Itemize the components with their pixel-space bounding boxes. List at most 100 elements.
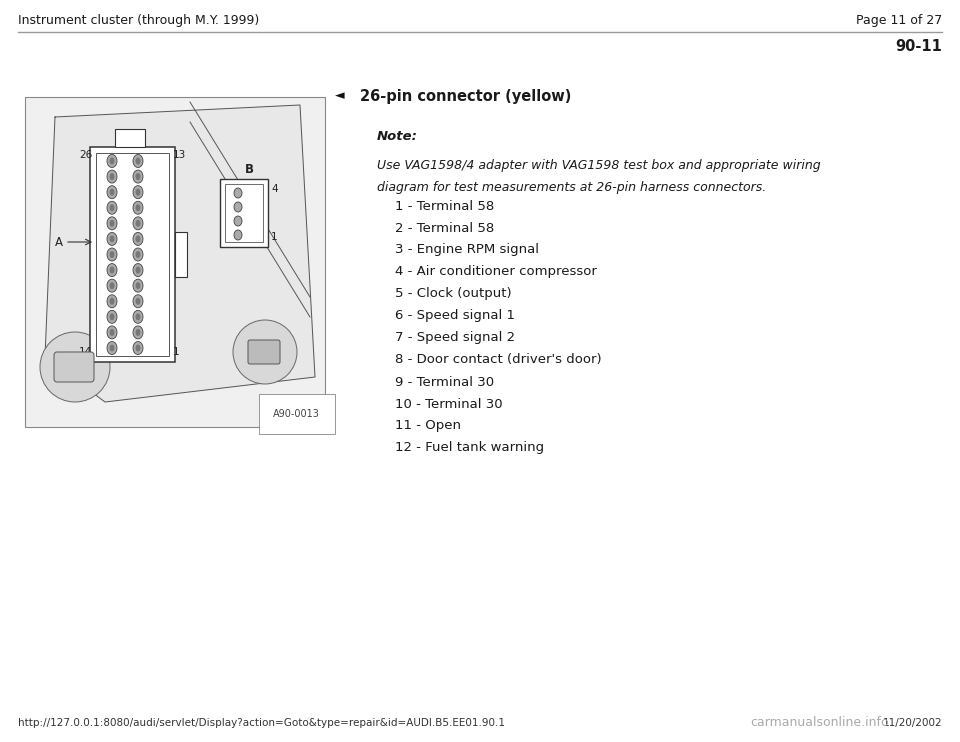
- Ellipse shape: [133, 279, 143, 292]
- Bar: [175, 232, 187, 277]
- Ellipse shape: [107, 279, 117, 292]
- Ellipse shape: [109, 157, 114, 165]
- Text: 11/20/2002: 11/20/2002: [882, 718, 942, 728]
- Ellipse shape: [107, 341, 117, 355]
- Ellipse shape: [133, 341, 143, 355]
- Ellipse shape: [133, 170, 143, 183]
- Text: 2 - Terminal 58: 2 - Terminal 58: [395, 222, 494, 234]
- Text: 5 - Clock (output): 5 - Clock (output): [395, 287, 512, 301]
- Ellipse shape: [109, 188, 114, 196]
- Text: 7 - Speed signal 2: 7 - Speed signal 2: [395, 332, 516, 344]
- Text: 13: 13: [173, 150, 186, 160]
- Ellipse shape: [133, 263, 143, 277]
- Ellipse shape: [135, 251, 140, 258]
- Ellipse shape: [133, 154, 143, 168]
- FancyBboxPatch shape: [54, 352, 94, 382]
- Ellipse shape: [133, 310, 143, 324]
- Text: carmanualsonline.info: carmanualsonline.info: [750, 716, 889, 729]
- Ellipse shape: [135, 313, 140, 321]
- Ellipse shape: [109, 235, 114, 243]
- Ellipse shape: [234, 202, 242, 212]
- Bar: [96, 153, 169, 356]
- Ellipse shape: [109, 344, 114, 352]
- Ellipse shape: [107, 170, 117, 183]
- Text: 4 - Air conditioner compressor: 4 - Air conditioner compressor: [395, 266, 597, 278]
- Ellipse shape: [135, 188, 140, 196]
- Text: 9 - Terminal 30: 9 - Terminal 30: [395, 375, 494, 389]
- Text: 8 - Door contact (driver's door): 8 - Door contact (driver's door): [395, 353, 602, 367]
- Ellipse shape: [135, 282, 140, 289]
- Text: diagram for test measurements at 26-pin harness connectors.: diagram for test measurements at 26-pin …: [377, 182, 766, 194]
- Ellipse shape: [135, 173, 140, 180]
- Ellipse shape: [107, 326, 117, 339]
- Bar: [220, 179, 268, 247]
- Ellipse shape: [133, 232, 143, 246]
- Ellipse shape: [133, 201, 143, 214]
- Text: 1: 1: [271, 232, 277, 242]
- Ellipse shape: [107, 263, 117, 277]
- Circle shape: [40, 332, 110, 402]
- Text: 1 - Terminal 58: 1 - Terminal 58: [395, 200, 494, 212]
- Ellipse shape: [133, 326, 143, 339]
- Text: B: B: [245, 163, 253, 176]
- Ellipse shape: [234, 230, 242, 240]
- FancyBboxPatch shape: [248, 340, 280, 364]
- Polygon shape: [45, 105, 315, 402]
- Bar: [25, 97, 325, 427]
- Text: A: A: [55, 235, 63, 249]
- Text: http://127.0.0.1:8080/audi/servlet/Display?action=Goto&type=repair&id=AUDI.B5.EE: http://127.0.0.1:8080/audi/servlet/Displ…: [18, 718, 505, 728]
- Ellipse shape: [107, 217, 117, 230]
- Text: Use VAG1598/4 adapter with VAG1598 test box and appropriate wiring: Use VAG1598/4 adapter with VAG1598 test …: [377, 160, 821, 172]
- Ellipse shape: [107, 295, 117, 308]
- Ellipse shape: [109, 313, 114, 321]
- Ellipse shape: [135, 329, 140, 336]
- Ellipse shape: [109, 282, 114, 289]
- Text: 1: 1: [173, 347, 180, 357]
- Text: 6 - Speed signal 1: 6 - Speed signal 1: [395, 309, 515, 323]
- Ellipse shape: [133, 186, 143, 199]
- Ellipse shape: [234, 188, 242, 198]
- Ellipse shape: [135, 344, 140, 352]
- Ellipse shape: [107, 154, 117, 168]
- Ellipse shape: [135, 298, 140, 305]
- Ellipse shape: [109, 329, 114, 336]
- Ellipse shape: [109, 204, 114, 211]
- Ellipse shape: [109, 173, 114, 180]
- Bar: [90, 147, 175, 362]
- Text: 26-pin connector (yellow): 26-pin connector (yellow): [360, 88, 571, 103]
- Text: A90-0013: A90-0013: [274, 409, 320, 419]
- Ellipse shape: [107, 248, 117, 261]
- Text: Instrument cluster (through M.Y. 1999): Instrument cluster (through M.Y. 1999): [18, 14, 259, 27]
- Text: 26: 26: [79, 150, 92, 160]
- Ellipse shape: [109, 220, 114, 227]
- Ellipse shape: [135, 204, 140, 211]
- Ellipse shape: [135, 235, 140, 243]
- Ellipse shape: [107, 186, 117, 199]
- Text: 3 - Engine RPM signal: 3 - Engine RPM signal: [395, 243, 539, 257]
- Text: 11 - Open: 11 - Open: [395, 419, 461, 433]
- Ellipse shape: [135, 157, 140, 165]
- Text: 14: 14: [79, 347, 92, 357]
- Ellipse shape: [107, 310, 117, 324]
- Ellipse shape: [133, 295, 143, 308]
- Text: Note:: Note:: [377, 130, 418, 142]
- Ellipse shape: [133, 248, 143, 261]
- Ellipse shape: [234, 216, 242, 226]
- Text: 10 - Terminal 30: 10 - Terminal 30: [395, 398, 503, 410]
- Circle shape: [233, 320, 297, 384]
- Text: 4: 4: [271, 184, 277, 194]
- Bar: [115, 129, 145, 147]
- Bar: [225, 184, 263, 242]
- Ellipse shape: [107, 232, 117, 246]
- Ellipse shape: [107, 201, 117, 214]
- Text: Page 11 of 27: Page 11 of 27: [855, 14, 942, 27]
- Ellipse shape: [109, 298, 114, 305]
- Text: 12 - Fuel tank warning: 12 - Fuel tank warning: [395, 441, 544, 455]
- Ellipse shape: [135, 220, 140, 227]
- Ellipse shape: [109, 266, 114, 274]
- Text: 90-11: 90-11: [895, 39, 942, 54]
- Text: ◄: ◄: [335, 90, 345, 102]
- Ellipse shape: [135, 266, 140, 274]
- Ellipse shape: [133, 217, 143, 230]
- Ellipse shape: [109, 251, 114, 258]
